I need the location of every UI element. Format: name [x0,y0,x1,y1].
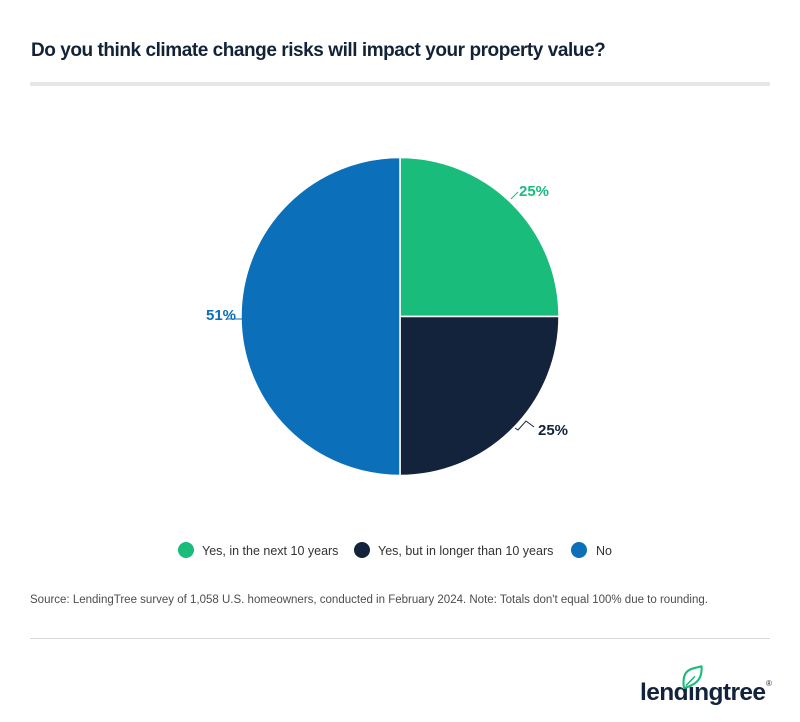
svg-text:®: ® [766,679,772,688]
svg-text:Yes, in the next 10 years: Yes, in the next 10 years [202,544,338,558]
svg-text:Yes, but in longer than 10 yea: Yes, but in longer than 10 years [378,544,553,558]
svg-text:51%: 51% [206,307,236,324]
svg-text:25%: 25% [519,183,549,200]
svg-text:25%: 25% [538,422,568,439]
svg-text:No: No [596,544,612,558]
